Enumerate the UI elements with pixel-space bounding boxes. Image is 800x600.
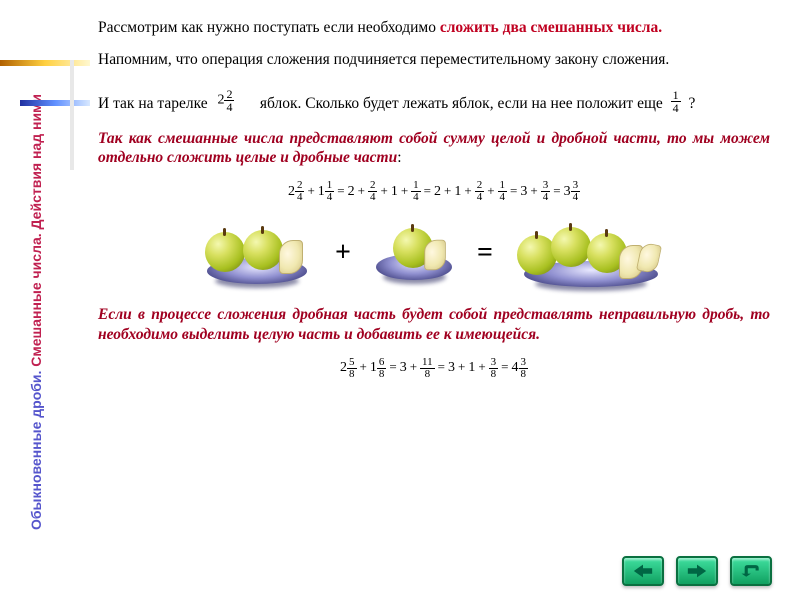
- paragraph-note: Если в процессе сложения дробная часть б…: [98, 305, 770, 345]
- nav-prev-button[interactable]: [622, 556, 664, 586]
- main-content: Рассмотрим как нужно поступать если необ…: [98, 18, 770, 390]
- paragraph-question: И так на тарелке 224 яблок. Сколько буде…: [98, 92, 770, 117]
- apple-plate-left: [197, 216, 317, 290]
- p3-a: И так на тарелке: [98, 95, 208, 112]
- p4-colon: :: [397, 149, 401, 166]
- p1-text: Рассмотрим как нужно поступать если необ…: [98, 19, 440, 36]
- p3-b: яблок. Сколько будет лежать яблок, если …: [260, 95, 663, 112]
- apple-plate-right: [511, 213, 671, 293]
- decorative-bars: [0, 60, 90, 106]
- arrow-right-icon: [686, 562, 708, 580]
- paragraph-intro: Рассмотрим как нужно поступать если необ…: [98, 18, 770, 38]
- equals-sign: =: [477, 235, 493, 271]
- paragraph-explain: Так как смешанные числа представляют соб…: [98, 129, 770, 169]
- apples-illustration: + =: [98, 213, 770, 293]
- nav-next-button[interactable]: [676, 556, 718, 586]
- arrow-left-icon: [632, 562, 654, 580]
- nav-back-button[interactable]: [730, 556, 772, 586]
- nav-buttons: [622, 556, 772, 586]
- apple-plate-middle: [369, 220, 459, 286]
- equation-1: 224+114=2+24+1+14=2+1+24+14=3+34=334: [98, 180, 770, 203]
- p4-text: Так как смешанные числа представляют соб…: [98, 130, 770, 167]
- mixed-2-2-4: 224: [217, 91, 238, 108]
- return-icon: [740, 562, 762, 580]
- equation-2: 258+168=3+118=3+1+38=438: [98, 357, 770, 380]
- plus-sign: +: [335, 235, 351, 271]
- sidebar-part2: Смешанные числа. Действия над ними: [28, 94, 44, 367]
- paragraph-reminder: Напомним, что операция сложения подчиняе…: [98, 50, 770, 70]
- frac-1-4: 14: [671, 92, 685, 109]
- sidebar-part1: Обыкновенные дроби.: [28, 367, 44, 530]
- p1-emphasis: сложить два смешанных числа.: [440, 19, 662, 36]
- p3-c: ?: [689, 95, 696, 112]
